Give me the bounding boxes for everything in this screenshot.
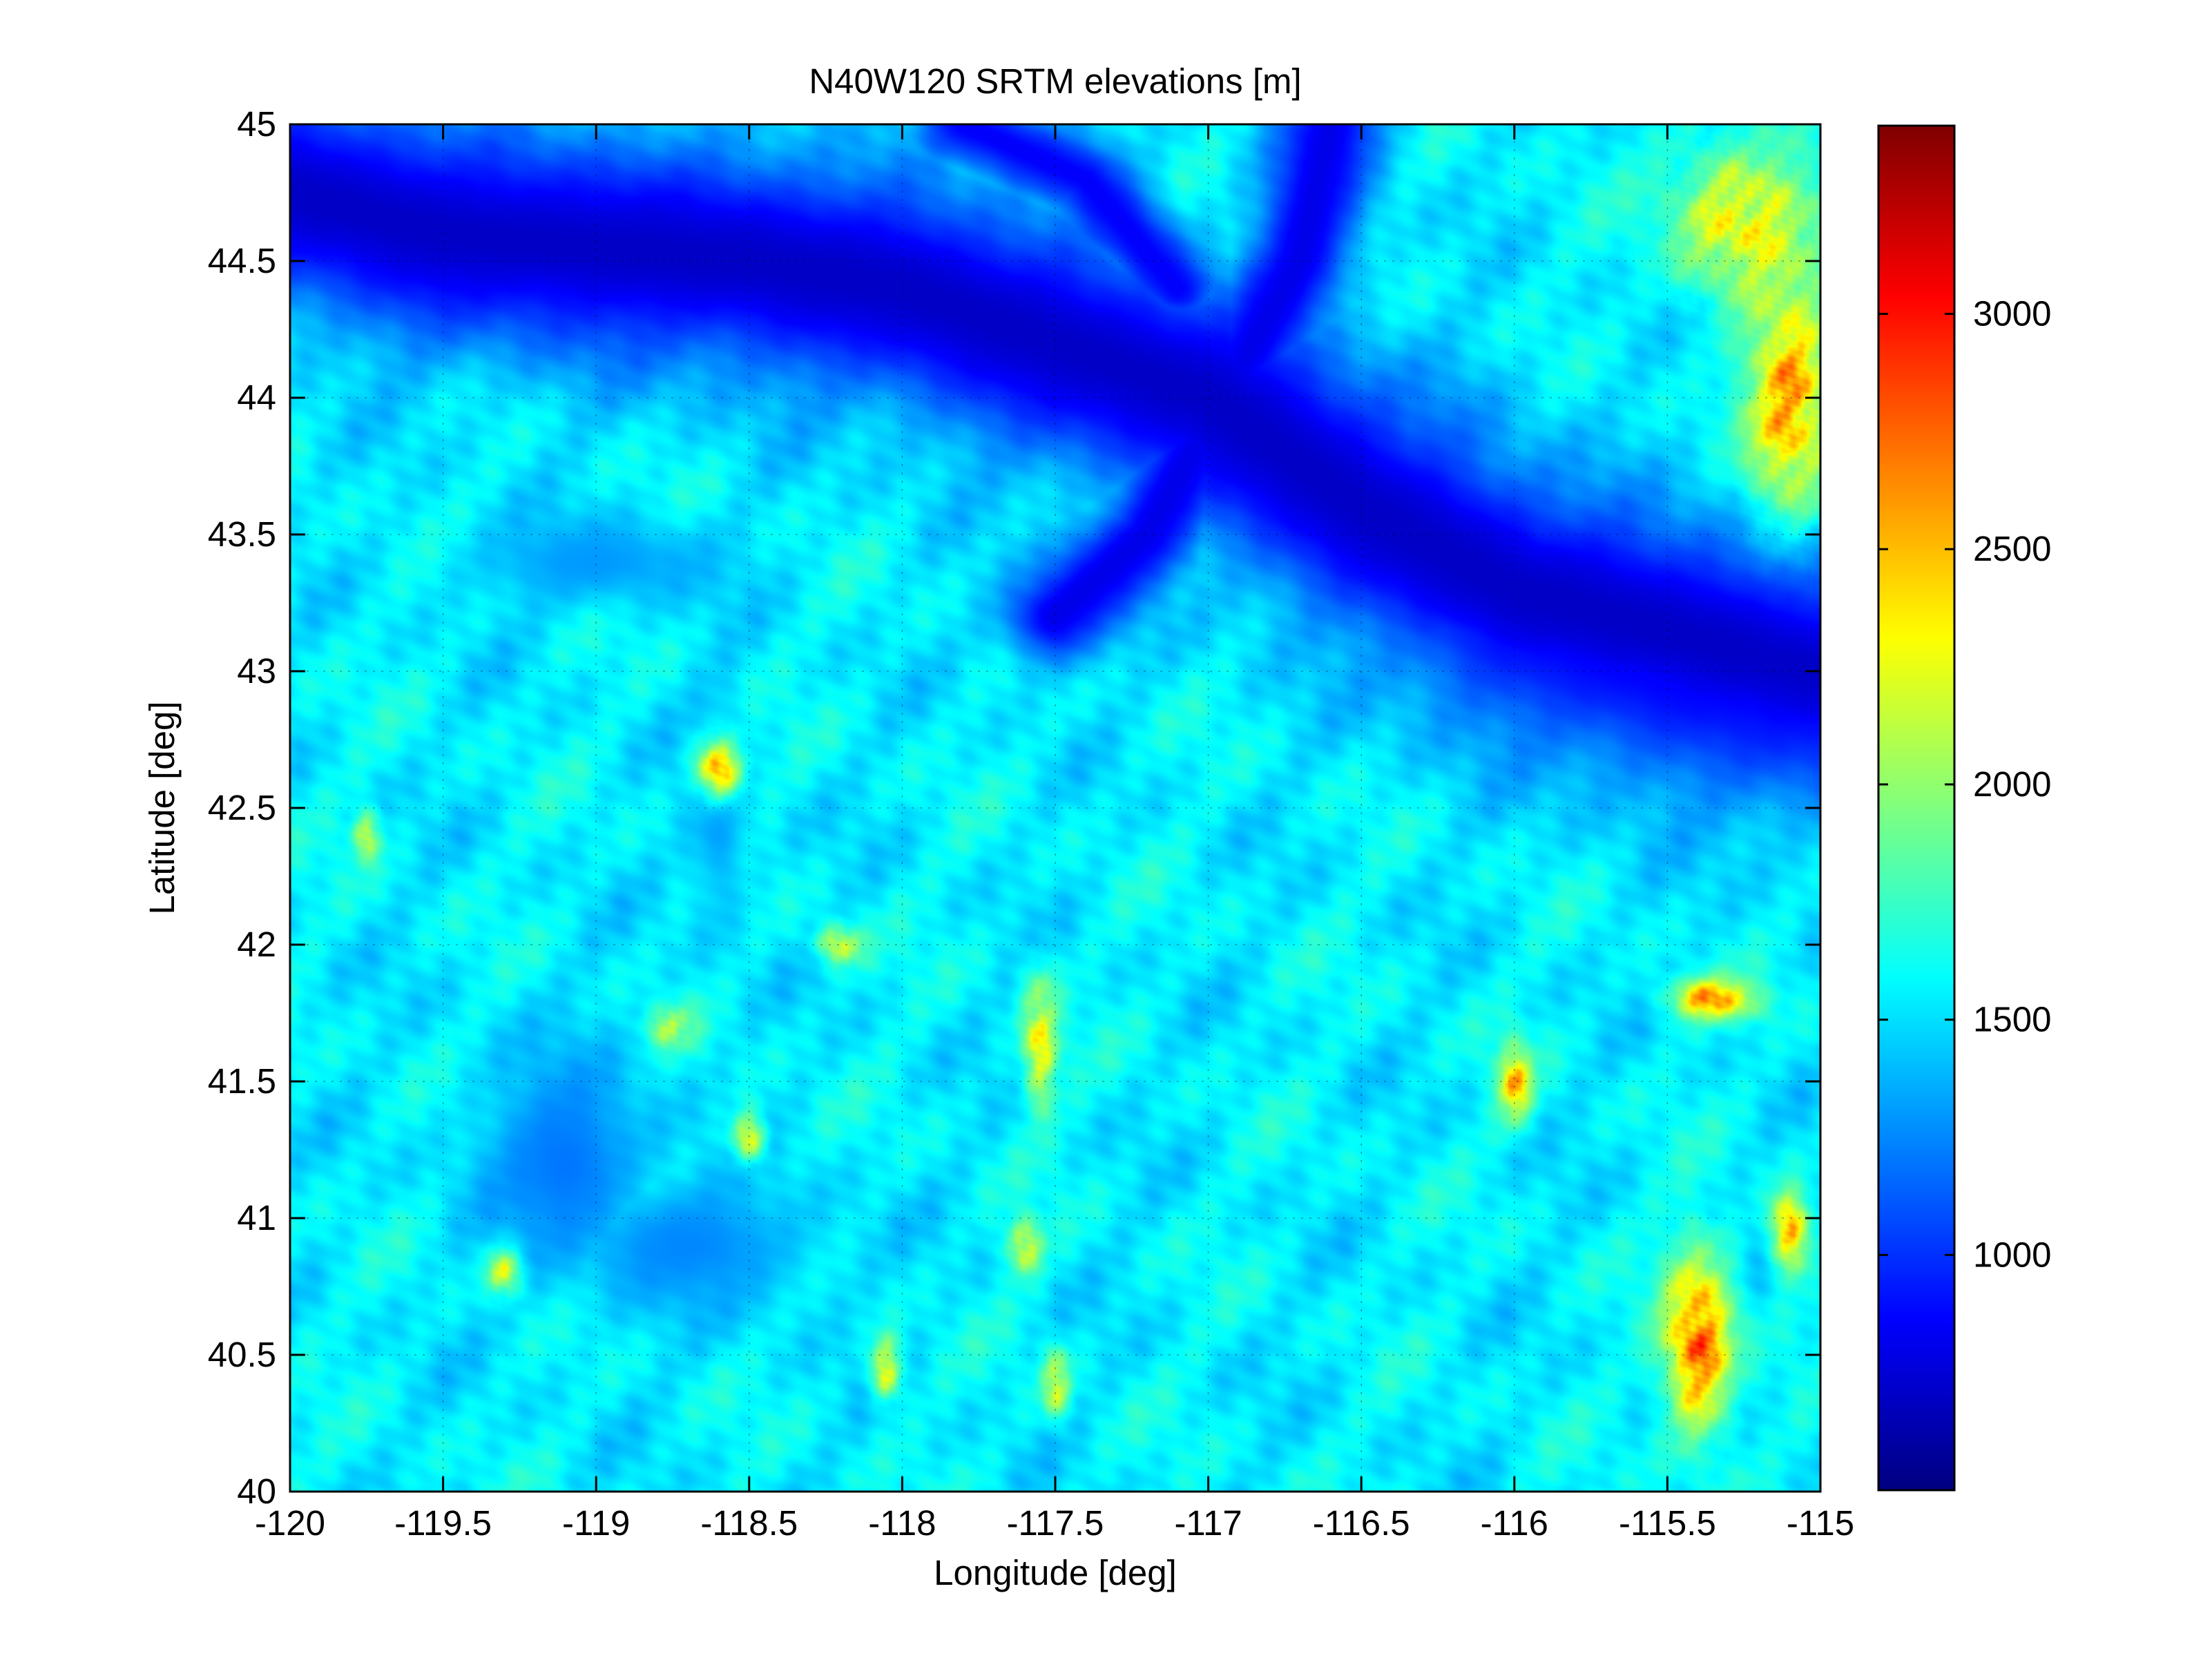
colorbar-tick-label: 2500 [1973,529,2051,568]
x-tick-label: -115.5 [1619,1503,1716,1543]
x-tick-label: -118.5 [700,1503,798,1543]
chart-title: N40W120 SRTM elevations [m] [809,61,1301,101]
colorbar-frame [1877,124,1956,1492]
x-tick-label: -116 [1481,1503,1548,1543]
y-tick-label: 40 [237,1472,276,1511]
y-axis-label: Latitude [deg] [142,701,182,914]
y-tick-label: 41.5 [208,1061,276,1101]
y-tick-label: 44.5 [208,241,276,280]
colorbar-tick-label: 1000 [1973,1235,2051,1274]
x-axis-label: Longitude [deg] [934,1553,1177,1592]
y-tick-label: 41 [237,1198,276,1237]
x-axis: -120 -119.5 -119 -118.5 -118 -117.5 -117 -116.5… [255,124,1854,1543]
y-tick-label: 40.5 [208,1335,276,1374]
x-tick-label: -117.5 [1007,1503,1104,1543]
x-tick-label: -119.5 [394,1503,492,1543]
colorbar-tick-label: 2000 [1973,764,2051,804]
y-tick-label: 42.5 [208,788,276,827]
x-tick-label: -117 [1174,1503,1242,1543]
y-tick-label: 44 [237,378,276,417]
x-tick-label: -115 [1787,1503,1854,1543]
colorbar-tick-label: 1500 [1973,1000,2051,1039]
heatmap-plot-area [290,124,1820,1492]
elevation-heatmap [290,124,1820,1492]
x-tick-label: -119 [562,1503,630,1543]
y-tick-label: 43 [237,651,276,691]
colorbar-tick-label: 3000 [1973,294,2051,334]
colorbar [1878,126,1954,1490]
y-tick-label: 42 [237,925,276,964]
y-tick-label: 43.5 [208,514,276,554]
x-tick-label: -116.5 [1313,1503,1410,1543]
x-tick-label: -118 [868,1503,936,1543]
colorbar-gradient [1878,126,1954,1490]
colorbar-axis: 1000 1500 2000 2500 3000 [1878,294,2051,1274]
x-tick-label: -120 [255,1503,325,1543]
y-tick-label: 45 [237,104,276,144]
y-axis: 40 40.5 41 41.5 42 42.5 43 43.5 44 44.5 45 [208,104,1820,1511]
